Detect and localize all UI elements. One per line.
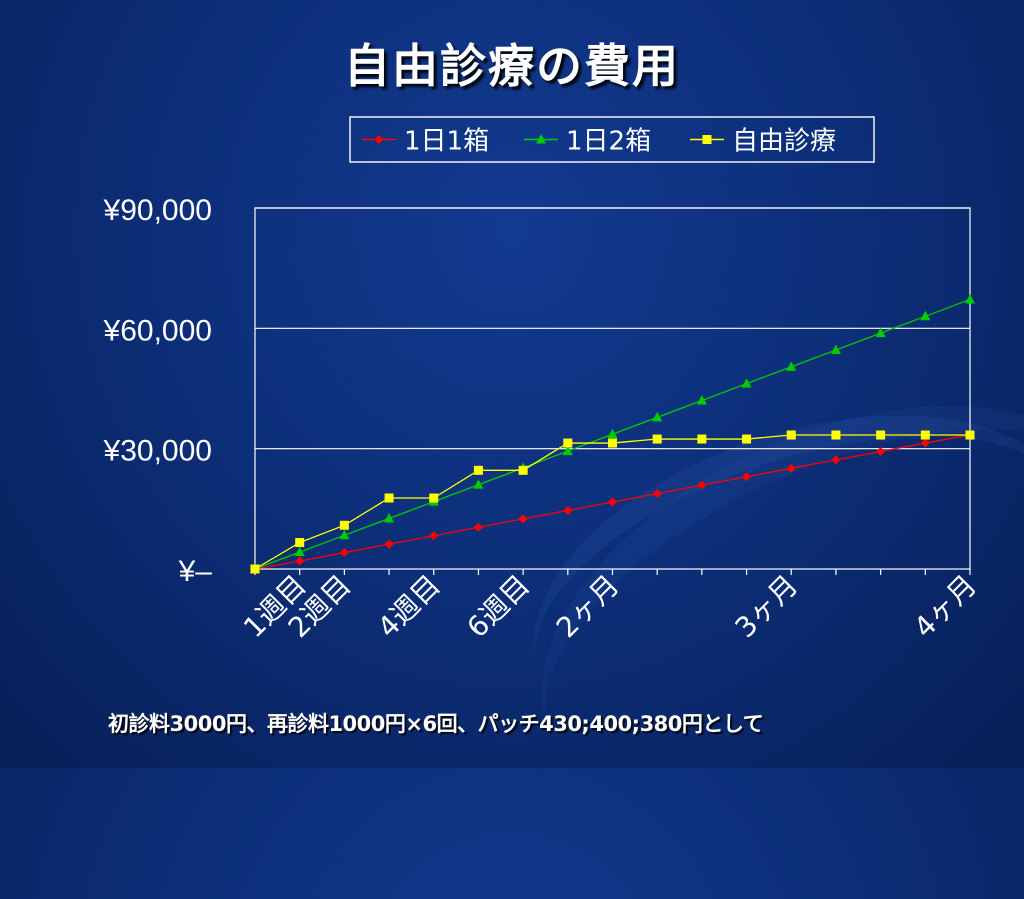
square-marker [474,466,483,475]
square-marker [653,435,662,444]
diamond-marker [563,506,572,515]
square-marker [340,521,349,530]
square-marker [742,435,751,444]
diamond-marker [340,548,349,557]
x-tick-label: 6週目 [461,569,537,645]
diamond-marker [474,523,483,532]
diamond-marker [429,531,438,540]
square-marker [831,431,840,440]
square-marker [251,565,260,574]
slide-footnote: 初診料3000円、再診料1000円×6回、パッチ430;400;380円として [108,708,763,738]
y-tick-label: ¥90,000 [103,194,212,227]
diamond-marker [385,540,394,549]
x-tick-label: 2ヶ月 [550,569,626,645]
diamond-marker [653,489,662,498]
square-marker [608,439,617,448]
diamond-marker [831,455,840,464]
square-marker [385,494,394,503]
legend-label: 1日1箱 [404,127,489,157]
y-tick-label: ¥– [178,555,213,588]
square-marker [876,431,885,440]
square-marker [519,466,528,475]
legend-label: 自由診療 [732,127,836,157]
square-marker [921,431,930,440]
square-marker [697,435,706,444]
square-marker [429,494,438,503]
diamond-marker [697,481,706,490]
legend-label: 1日2箱 [566,127,651,157]
diamond-marker [921,439,930,448]
square-marker [787,431,796,440]
triangle-marker [965,294,975,304]
diamond-marker [608,498,617,507]
x-tick-label: 3ヶ月 [729,569,805,645]
y-tick-label: ¥60,000 [103,314,212,347]
square-marker [563,439,572,448]
diamond-marker [295,556,304,565]
x-tick-label: 4ヶ月 [907,569,983,645]
diamond-marker [787,464,796,473]
diamond-marker [742,472,751,481]
y-tick-label: ¥30,000 [103,435,212,468]
square-marker [703,135,712,144]
square-marker [295,538,304,547]
square-marker [966,431,975,440]
diamond-marker [519,514,528,523]
x-tick-label: 4週目 [371,569,447,645]
diamond-marker [375,135,384,144]
line-chart: ¥90,000¥60,000¥30,000¥–1週目2週目4週目6週目2ヶ月3ヶ… [0,0,1024,768]
